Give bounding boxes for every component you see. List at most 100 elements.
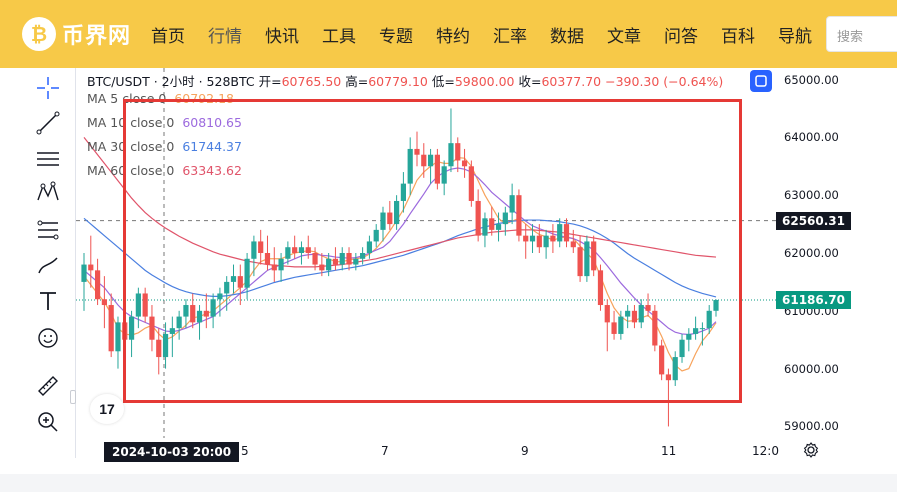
text-tool-icon[interactable] <box>34 287 62 315</box>
site-logo[interactable]: ₿ 币界网 <box>22 14 131 54</box>
candle-body-down <box>475 200 481 236</box>
candle-body-down <box>319 264 325 271</box>
candle-body-down <box>570 241 576 248</box>
nav-item[interactable]: 行情 <box>208 26 243 47</box>
candle-body-up <box>244 258 250 288</box>
candle-body-down <box>665 374 672 381</box>
candle-body-up <box>706 310 712 329</box>
chart-legend: BTC/USDT · 2小时 · 528BTC 开=60765.50 高=607… <box>87 71 723 187</box>
nav-item[interactable]: 数据 <box>550 26 585 47</box>
candle-body-down <box>88 264 94 271</box>
candle-body-down <box>305 247 311 253</box>
candle-body-up <box>509 195 515 213</box>
crosshair-price-tag: 62560.31 <box>776 211 852 230</box>
high-value: 60779.10 <box>368 74 428 89</box>
candle-body-up <box>169 328 175 334</box>
candle-body-down <box>631 310 638 323</box>
ma-line <box>83 156 717 372</box>
candle-body-down <box>142 293 148 317</box>
candle-body-down <box>577 247 583 277</box>
candle-body-down <box>455 143 461 161</box>
tradingview-logo[interactable]: 17 <box>90 394 124 424</box>
candle-body-down <box>271 264 277 271</box>
candle-body-down <box>536 235 542 248</box>
candle-body-up <box>679 339 685 358</box>
price-axis[interactable]: 65000.00 64000.00 63000.00 62000.00 61000.00… <box>776 68 897 458</box>
candle-body-down <box>203 310 209 317</box>
candle-body-down <box>149 316 155 340</box>
nav-item[interactable]: 文章 <box>607 26 642 47</box>
candle-body-up <box>625 310 631 317</box>
ma-value: 60810.65 <box>182 115 242 130</box>
fib-retracement-icon[interactable] <box>34 216 62 244</box>
candle-body-down <box>652 310 658 346</box>
candlestick-chart[interactable] <box>76 68 776 438</box>
candle-body-down <box>523 235 529 242</box>
candle-body-up <box>699 328 706 330</box>
candle-body-up <box>557 224 563 242</box>
candle-body-up <box>407 148 413 184</box>
price-tick-label: 64000.00 <box>784 130 839 145</box>
nav-item[interactable]: 汇率 <box>493 26 528 47</box>
open-value: 60765.50 <box>281 74 342 89</box>
pattern-icon[interactable] <box>34 179 62 207</box>
candle-body-up <box>298 247 305 253</box>
candle-body-up <box>380 212 386 230</box>
candle-body-up <box>441 166 447 184</box>
nav-item[interactable]: 首页 <box>151 26 186 47</box>
candle-body-down <box>645 305 651 311</box>
nav-menu: 首页 行情 快讯 工具 专题 特约 汇率 数据 文章 问答 百科 导航 <box>151 22 835 47</box>
candle-body-down <box>591 241 597 271</box>
ohlc-row: BTC/USDT · 2小时 · 528BTC 开=60765.50 高=607… <box>87 74 724 89</box>
ma-label: MA 10 close 0 <box>87 115 175 130</box>
ma-value: 63343.62 <box>182 163 242 178</box>
candle-body-down <box>516 195 522 236</box>
horizontal-lines-icon[interactable] <box>34 145 62 173</box>
zoom-icon[interactable] <box>34 408 62 436</box>
crosshair-icon[interactable] <box>34 74 62 102</box>
candle-body-up <box>366 241 373 253</box>
logo-text: 币界网 <box>62 24 132 49</box>
emoji-icon[interactable] <box>34 324 62 352</box>
fullscreen-button[interactable] <box>750 70 772 92</box>
price-tick-label: 65000.00 <box>784 72 839 87</box>
brush-icon[interactable] <box>34 252 62 280</box>
ma-line <box>83 167 717 336</box>
price-tick-label: 63000.00 <box>784 188 839 203</box>
candle-body-down <box>434 154 440 184</box>
candle-body-down <box>94 270 101 300</box>
search-input[interactable]: 搜索 <box>826 16 897 52</box>
candle-body-down <box>421 154 427 167</box>
nav-item[interactable]: 专题 <box>379 26 414 47</box>
nav-item[interactable]: 快讯 <box>265 26 300 47</box>
nav-item[interactable]: 工具 <box>322 26 357 47</box>
candle-body-down <box>468 166 474 201</box>
bottom-strip <box>0 474 897 492</box>
expand-icon <box>755 75 767 87</box>
candle-body-down <box>332 258 339 265</box>
trend-line-icon[interactable] <box>34 109 62 137</box>
ma-legend-row: MA 10 close 0 60810.65 <box>87 115 723 139</box>
candle-body-up <box>217 293 223 300</box>
settings-gear-icon[interactable] <box>802 441 820 459</box>
candle-body-up <box>686 333 692 340</box>
toolbar-scroll-handle[interactable] <box>70 390 76 404</box>
candle-body-up <box>448 143 454 167</box>
ruler-icon[interactable] <box>34 372 62 400</box>
candle-body-up <box>713 300 719 311</box>
crosshair-time-label: 2024-10-03 20:00 <box>104 442 240 462</box>
low-value: 59800.00 <box>454 74 515 89</box>
time-tick-label: 12:0 <box>752 444 779 458</box>
ma-label: MA 5 close 0 <box>87 91 167 106</box>
time-axis[interactable]: 5 7 9 11 12:0 <box>76 438 779 462</box>
nav-item[interactable]: 特约 <box>436 26 471 47</box>
nav-item[interactable]: 百科 <box>721 26 756 47</box>
candle-body-up <box>230 276 237 282</box>
candle-body-up <box>224 281 230 294</box>
nav-item[interactable]: 问答 <box>664 26 699 47</box>
candle-body-up <box>251 241 257 259</box>
nav-item[interactable]: 导航 <box>778 26 813 47</box>
ma-legend-row: MA 30 close 0 61744.37 <box>87 139 723 163</box>
time-tick-label: 5 <box>241 444 249 458</box>
